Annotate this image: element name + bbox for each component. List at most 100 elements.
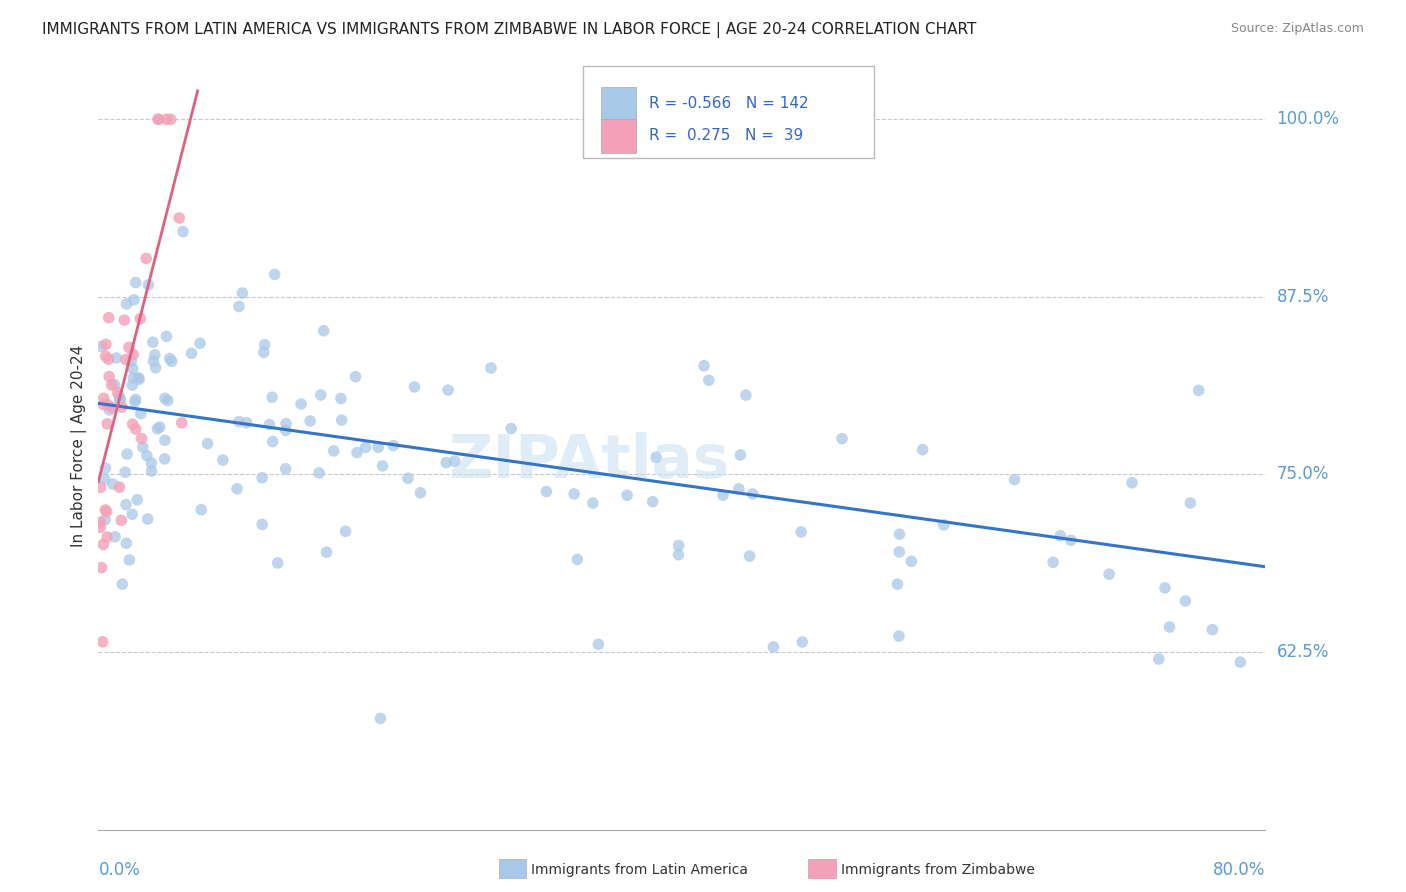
Point xyxy=(741,487,763,501)
Point xyxy=(274,462,297,476)
Point xyxy=(107,385,129,400)
Point xyxy=(153,434,176,448)
Point xyxy=(730,448,752,462)
Point xyxy=(153,392,176,406)
Point xyxy=(588,637,610,651)
Point xyxy=(121,361,143,376)
Point xyxy=(112,313,135,327)
Point xyxy=(738,549,761,564)
Point xyxy=(443,454,465,468)
Point xyxy=(228,300,250,314)
Point xyxy=(1098,567,1121,582)
Point xyxy=(1229,655,1251,669)
Point xyxy=(582,496,605,510)
Point xyxy=(1049,529,1071,543)
Point xyxy=(790,524,813,539)
Point xyxy=(263,268,285,282)
Point xyxy=(155,329,177,343)
Point xyxy=(409,486,432,500)
Text: Immigrants from Zimbabwe: Immigrants from Zimbabwe xyxy=(841,863,1035,877)
Text: R =  0.275   N =  39: R = 0.275 N = 39 xyxy=(650,128,803,144)
Text: 80.0%: 80.0% xyxy=(1213,861,1265,879)
Point xyxy=(900,554,922,568)
Point xyxy=(98,369,121,384)
Point xyxy=(138,277,160,292)
Point xyxy=(132,440,155,454)
Point xyxy=(335,524,357,539)
Point xyxy=(197,436,219,450)
Point xyxy=(110,513,132,527)
Point xyxy=(90,560,112,574)
Point xyxy=(136,512,159,526)
Point xyxy=(536,484,558,499)
Point xyxy=(371,458,394,473)
Point xyxy=(89,520,111,534)
Point xyxy=(97,398,120,412)
Point xyxy=(697,373,720,387)
Point xyxy=(434,456,457,470)
Point xyxy=(641,494,664,508)
Point xyxy=(170,416,193,430)
Point xyxy=(124,394,146,409)
Point xyxy=(115,498,138,512)
Point xyxy=(96,530,118,544)
Point xyxy=(108,392,131,407)
Y-axis label: In Labor Force | Age 20-24: In Labor Force | Age 20-24 xyxy=(72,345,87,547)
Point xyxy=(91,537,114,551)
Point xyxy=(889,527,911,541)
Point xyxy=(160,354,183,368)
Point xyxy=(94,461,117,475)
Point xyxy=(262,390,284,404)
Point xyxy=(96,417,118,431)
Point xyxy=(115,297,138,311)
Point xyxy=(94,349,117,363)
Point xyxy=(127,371,149,385)
Point xyxy=(346,445,368,459)
Text: Immigrants from Latin America: Immigrants from Latin America xyxy=(531,863,748,877)
Point xyxy=(190,502,212,516)
Point xyxy=(129,407,152,421)
Point xyxy=(131,432,153,446)
Point xyxy=(98,403,121,417)
Point xyxy=(693,359,716,373)
Point xyxy=(711,488,734,502)
FancyBboxPatch shape xyxy=(582,66,875,158)
Point xyxy=(886,577,908,591)
Point xyxy=(94,337,117,351)
Point xyxy=(121,378,143,392)
Point xyxy=(118,553,141,567)
Point xyxy=(96,505,118,519)
Point xyxy=(180,346,202,360)
Text: Source: ZipAtlas.com: Source: ZipAtlas.com xyxy=(1230,22,1364,36)
Point xyxy=(1060,533,1083,548)
Point xyxy=(108,389,131,403)
Point xyxy=(889,545,911,559)
Text: IMMIGRANTS FROM LATIN AMERICA VS IMMIGRANTS FROM ZIMBABWE IN LABOR FORCE | AGE 2: IMMIGRANTS FROM LATIN AMERICA VS IMMIGRA… xyxy=(42,22,977,38)
Point xyxy=(100,378,122,392)
Point xyxy=(354,441,377,455)
Point xyxy=(831,432,853,446)
Point xyxy=(135,252,157,266)
Point xyxy=(727,482,749,496)
Point xyxy=(404,380,426,394)
Point xyxy=(146,422,169,436)
Point xyxy=(122,347,145,361)
Point xyxy=(159,112,181,127)
Point xyxy=(382,439,405,453)
Point xyxy=(312,324,335,338)
Point xyxy=(111,400,134,414)
Point xyxy=(90,339,112,353)
Text: ZIPAtlas: ZIPAtlas xyxy=(449,432,730,491)
Point xyxy=(94,513,117,527)
Point xyxy=(103,377,125,392)
Point xyxy=(344,369,367,384)
Point xyxy=(1147,652,1170,666)
Point xyxy=(645,450,668,465)
Point xyxy=(125,276,148,290)
Point xyxy=(259,417,281,432)
Point xyxy=(90,480,112,494)
Point xyxy=(159,351,181,366)
Point xyxy=(1188,384,1211,398)
Point xyxy=(1159,620,1181,634)
Text: 100.0%: 100.0% xyxy=(1277,111,1340,128)
